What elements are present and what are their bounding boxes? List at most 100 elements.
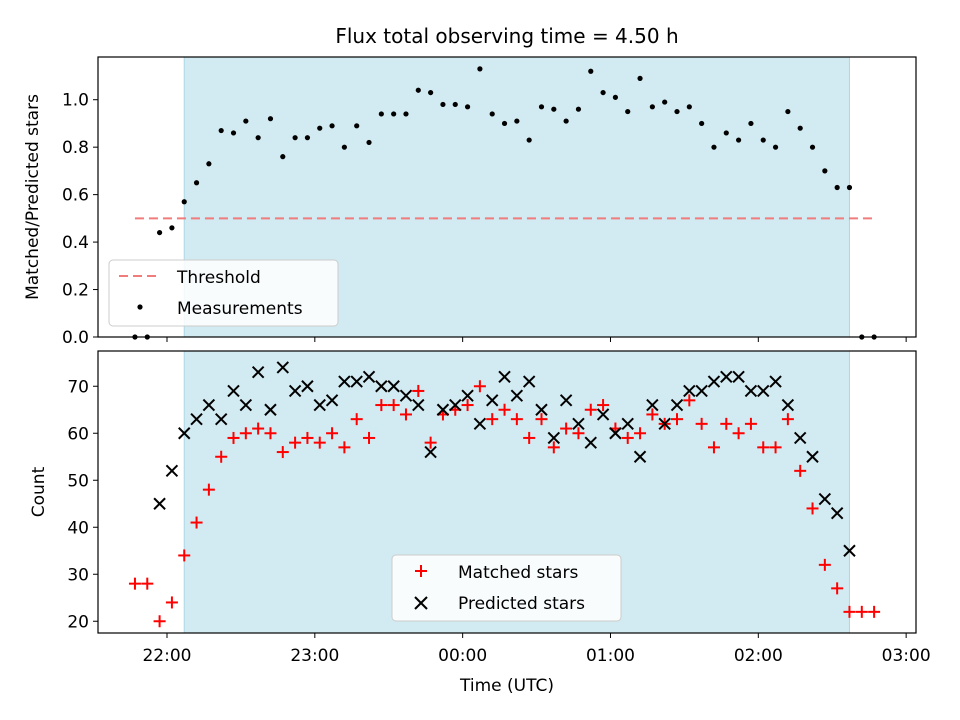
matched-star-point xyxy=(868,605,881,618)
measurement-point xyxy=(625,108,631,115)
bottom-y-axis-label: Count xyxy=(29,466,49,517)
legend-predicted-label: Predicted stars xyxy=(458,594,585,614)
bottom-x-axis: 22:00 23:00 00:00 01:00 02:00 03:00 xyxy=(142,633,931,666)
predicted-star-point xyxy=(658,417,671,431)
measurement-point xyxy=(563,118,569,124)
measurement-point xyxy=(649,104,655,110)
measurement-point xyxy=(243,118,249,124)
predicted-star-point xyxy=(744,384,758,398)
top-plot-frame xyxy=(97,56,917,338)
measurement-point xyxy=(514,118,520,124)
predicted-star-point xyxy=(670,398,684,412)
top-x-axis-ticks xyxy=(166,337,907,342)
predicted-star-point xyxy=(584,436,597,449)
matched-stars-points xyxy=(128,380,881,628)
measurement-point xyxy=(206,161,212,167)
x-tick-label: 00:00 xyxy=(438,646,487,666)
predicted-star-point xyxy=(547,431,561,445)
predicted-star-point xyxy=(436,403,450,416)
measurements-points xyxy=(132,66,877,340)
matched-star-point xyxy=(695,417,708,430)
predicted-star-point xyxy=(843,544,856,557)
matched-star-point xyxy=(473,380,486,393)
matched-star-point xyxy=(215,450,228,463)
matched-star-point xyxy=(634,427,647,440)
matched-star-point xyxy=(584,403,597,416)
matched-star-point xyxy=(843,605,856,618)
matched-star-point xyxy=(855,605,868,618)
predicted-star-point xyxy=(165,464,179,478)
predicted-star-point xyxy=(720,370,733,384)
matched-star-point xyxy=(289,436,302,449)
matched-star-point xyxy=(141,577,154,590)
bottom-y-tick-label: 30 xyxy=(67,565,89,585)
predicted-star-point xyxy=(646,398,659,412)
top-y-axis: 0.0 0.2 0.4 0.6 0.8 1.0 xyxy=(62,91,98,348)
legend-predicted-swatch xyxy=(414,596,428,610)
predicted-star-point xyxy=(264,403,277,416)
measurement-point xyxy=(588,68,594,74)
top-y-tick-label: 0.2 xyxy=(62,281,89,301)
predicted-star-point xyxy=(781,398,795,412)
measurement-point xyxy=(822,168,828,174)
top-legend: Threshold Measurements xyxy=(108,259,339,327)
measurement-point xyxy=(428,89,434,96)
bottom-y-tick-label: 60 xyxy=(67,424,89,444)
measurement-point xyxy=(366,139,372,146)
bottom-plot: 20 30 40 50 60 70 22:00 23:00 00:00 01:00 02:00 03… xyxy=(29,350,931,696)
bottom-legend: Matched stars Predicted stars xyxy=(391,554,622,622)
measurement-point xyxy=(440,101,446,108)
predicted-star-point xyxy=(313,398,326,412)
top-y-tick-label: 0.0 xyxy=(62,328,89,348)
measurement-point xyxy=(489,111,495,117)
x-axis-label: Time (UTC) xyxy=(459,676,554,696)
measurement-point xyxy=(748,120,754,127)
measurement-point xyxy=(674,108,680,115)
matched-star-point xyxy=(326,427,339,440)
matched-star-point xyxy=(781,413,794,426)
matched-star-point xyxy=(461,399,474,412)
measurement-point xyxy=(600,89,606,96)
measurement-point xyxy=(354,123,360,129)
matched-star-point xyxy=(128,577,141,590)
predicted-star-point xyxy=(301,380,314,393)
matched-star-point xyxy=(227,431,240,444)
legend-matched-label: Matched stars xyxy=(458,563,578,583)
measurement-point xyxy=(255,135,261,141)
predicted-star-point xyxy=(806,450,819,463)
predicted-star-point xyxy=(288,384,302,398)
x-tick-label: 03:00 xyxy=(882,646,931,666)
measurement-point xyxy=(501,120,508,127)
measurement-point xyxy=(612,94,619,100)
measurement-point xyxy=(686,104,692,110)
predicted-star-point xyxy=(276,361,289,374)
predicted-star-point xyxy=(609,427,622,440)
predicted-star-point xyxy=(190,412,203,426)
matched-star-point xyxy=(350,413,363,426)
measurement-point xyxy=(230,130,237,136)
legend-matched-swatch xyxy=(415,565,427,577)
predicted-star-point xyxy=(830,506,844,520)
matched-star-point xyxy=(239,427,252,440)
measurement-point xyxy=(834,184,840,191)
measurement-point xyxy=(452,101,458,108)
measurement-point xyxy=(169,225,175,231)
matched-star-point xyxy=(547,441,560,454)
legend-threshold-label: Threshold xyxy=(176,268,261,288)
matched-star-point xyxy=(276,446,289,459)
matched-star-point xyxy=(424,436,437,449)
chart-title: Flux total observing time = 4.50 h xyxy=(335,24,678,48)
matched-star-point xyxy=(732,427,745,440)
matched-star-point xyxy=(363,431,376,444)
measurement-point xyxy=(341,144,347,150)
measurement-point xyxy=(662,99,668,105)
predicted-star-point xyxy=(178,427,191,440)
measurement-point xyxy=(193,180,200,186)
predicted-star-point xyxy=(486,394,499,407)
top-y-tick-label: 0.6 xyxy=(62,186,89,206)
predicted-star-point xyxy=(153,497,166,510)
measurement-point xyxy=(391,111,397,117)
measurement-point xyxy=(736,137,742,143)
matched-star-point xyxy=(412,384,425,397)
matched-star-point xyxy=(264,427,277,440)
